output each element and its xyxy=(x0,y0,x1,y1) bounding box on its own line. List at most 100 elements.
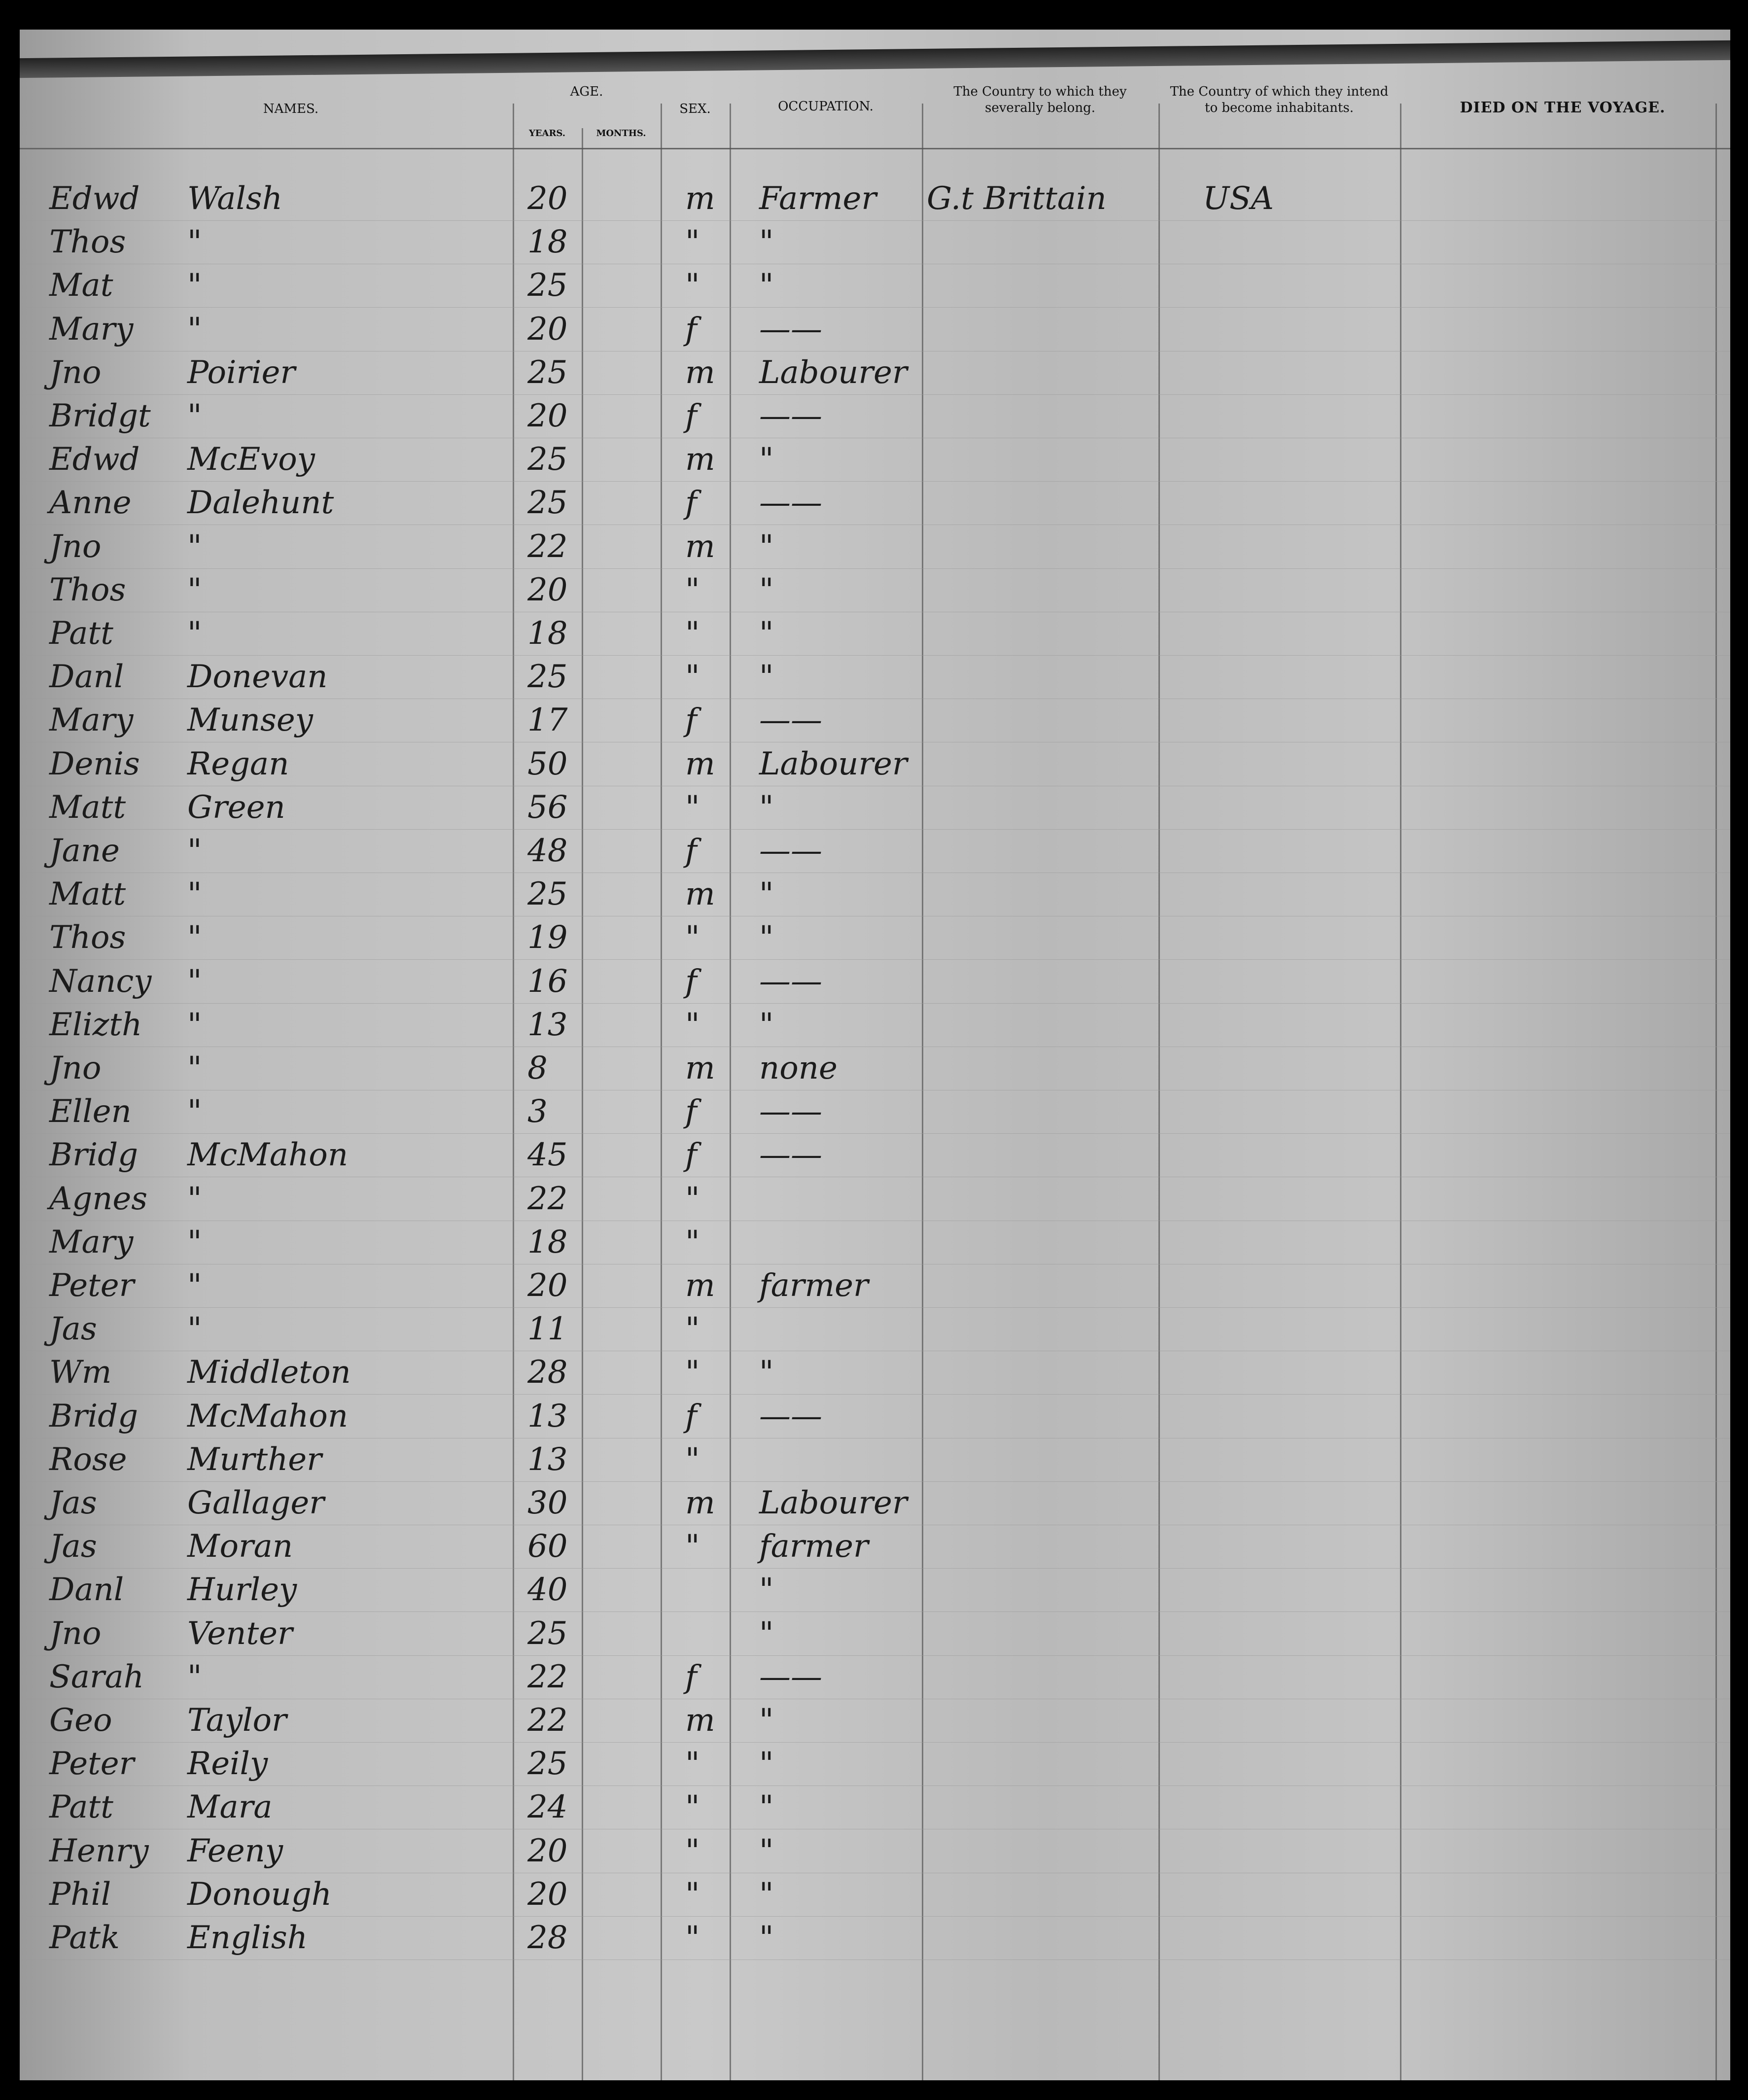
row-rule xyxy=(20,394,1730,395)
cell-last: " xyxy=(187,615,202,652)
cell-first: Patt xyxy=(49,1789,113,1826)
cell-first: Henry xyxy=(49,1832,149,1869)
cell-last: Reily xyxy=(187,1746,268,1783)
cell-last: Murther xyxy=(187,1441,322,1478)
table-row: Danl Donevan 25 " " xyxy=(20,656,1730,700)
cell-occupation: " xyxy=(759,528,774,565)
cell-years: 22 xyxy=(527,1180,568,1217)
table-row: Danl Hurley 40 " xyxy=(20,1569,1730,1612)
cell-first: Jno xyxy=(49,1615,102,1652)
table-row: Patk English 28 " " xyxy=(20,1917,1730,1960)
cell-last: Poirier xyxy=(187,354,295,391)
cell-last: " xyxy=(187,963,202,1000)
table-row: Mary " 20 f —— xyxy=(20,308,1730,351)
cell-sex: f xyxy=(685,1658,697,1695)
table-row: Peter " 20 m farmer xyxy=(20,1264,1730,1308)
cell-first: Denis xyxy=(49,745,140,782)
cell-last: " xyxy=(187,398,202,434)
table-row: Thos " 19 " " xyxy=(20,916,1730,960)
cell-years: 40 xyxy=(527,1572,568,1609)
row-rule xyxy=(20,481,1730,482)
cell-occupation: Farmer xyxy=(759,180,876,217)
cell-last: " xyxy=(187,919,202,956)
header-sex: SEX. xyxy=(679,102,711,116)
cell-first: Peter xyxy=(49,1267,135,1304)
cell-last: " xyxy=(187,1093,202,1130)
cell-occupation: " xyxy=(759,789,774,826)
cell-occupation: " xyxy=(759,919,774,956)
cell-last: Feeny xyxy=(187,1832,283,1869)
cell-last: " xyxy=(187,267,202,304)
header-names: NAMES. xyxy=(263,102,319,116)
table-row: Bridg McMahon 45 f —— xyxy=(20,1134,1730,1178)
cell-last: " xyxy=(187,224,202,261)
table-row: Ellen " 3 f —— xyxy=(20,1090,1730,1134)
cell-years: 19 xyxy=(527,919,568,956)
cell-last: " xyxy=(187,876,202,913)
cell-occupation: —— xyxy=(759,963,822,1000)
cell-last: Walsh xyxy=(187,180,282,217)
cell-years: 24 xyxy=(527,1789,568,1826)
cell-years: 25 xyxy=(527,485,568,522)
table-row: Henry Feeny 20 " " xyxy=(20,1830,1730,1873)
cell-first: Rose xyxy=(49,1441,127,1478)
table-row: Phil Donough 20 " " xyxy=(20,1873,1730,1917)
row-rule xyxy=(20,1655,1730,1656)
cell-sex: m xyxy=(685,1485,715,1521)
cell-last: Venter xyxy=(187,1615,293,1652)
cell-last: McEvoy xyxy=(187,441,315,478)
cell-first: Patt xyxy=(49,615,113,652)
cell-first: Geo xyxy=(49,1702,112,1739)
cell-sex: f xyxy=(685,1398,697,1435)
cell-sex: m xyxy=(685,180,715,217)
cell-first: Jas xyxy=(49,1485,97,1521)
table-row: Jno " 22 m " xyxy=(20,525,1730,569)
cell-first: Mary xyxy=(49,1224,134,1260)
table-row: Matt Green 56 " " xyxy=(20,786,1730,830)
cell-occupation: —— xyxy=(759,1137,822,1174)
row-rule xyxy=(20,1568,1730,1569)
table-row: Agnes " 22 " xyxy=(20,1178,1730,1221)
cell-occupation: " xyxy=(759,571,774,608)
cell-last: " xyxy=(187,1224,202,1260)
column-divider xyxy=(730,104,731,2080)
column-divider xyxy=(1158,104,1160,2080)
cell-occupation: " xyxy=(759,876,774,913)
cell-first: Edwd xyxy=(49,180,140,217)
cell-years: 20 xyxy=(527,1267,568,1304)
cell-sex: f xyxy=(685,311,697,348)
table-row: Anne Dalehunt 25 f —— xyxy=(20,482,1730,525)
cell-sex: " xyxy=(685,659,700,696)
table-row: Bridg McMahon 13 f —— xyxy=(20,1395,1730,1438)
cell-first: Bridgt xyxy=(49,398,151,434)
cell-sex: " xyxy=(685,267,700,304)
cell-first: Bridg xyxy=(49,1137,139,1174)
cell-last: " xyxy=(187,528,202,565)
cell-last: " xyxy=(187,1050,202,1086)
cell-sex: f xyxy=(685,398,697,434)
table-row: Patt Mara 24 " " xyxy=(20,1786,1730,1830)
cell-occupation: " xyxy=(759,1572,774,1609)
cell-last: " xyxy=(187,571,202,608)
cell-sex: m xyxy=(685,441,715,478)
cell-first: Danl xyxy=(49,1572,124,1609)
cell-sex: f xyxy=(685,1137,697,1174)
cell-sex: " xyxy=(685,1180,700,1217)
cell-occupation: " xyxy=(759,659,774,696)
cell-sex: " xyxy=(685,919,700,956)
cell-last: " xyxy=(187,833,202,869)
cell-last: Donevan xyxy=(187,659,328,696)
cell-first: Mat xyxy=(49,267,113,304)
cell-years: 25 xyxy=(527,354,568,391)
cell-years: 18 xyxy=(527,615,568,652)
row-rule xyxy=(20,959,1730,960)
cell-years: 22 xyxy=(527,1702,568,1739)
cell-years: 25 xyxy=(527,659,568,696)
table-row: Mary Munsey 17 f —— xyxy=(20,699,1730,743)
cell-years: 56 xyxy=(527,789,568,826)
cell-years: 3 xyxy=(527,1093,548,1130)
cell-sex: f xyxy=(685,485,697,522)
cell-years: 13 xyxy=(527,1441,568,1478)
cell-years: 45 xyxy=(527,1137,568,1174)
column-divider xyxy=(513,104,514,2080)
